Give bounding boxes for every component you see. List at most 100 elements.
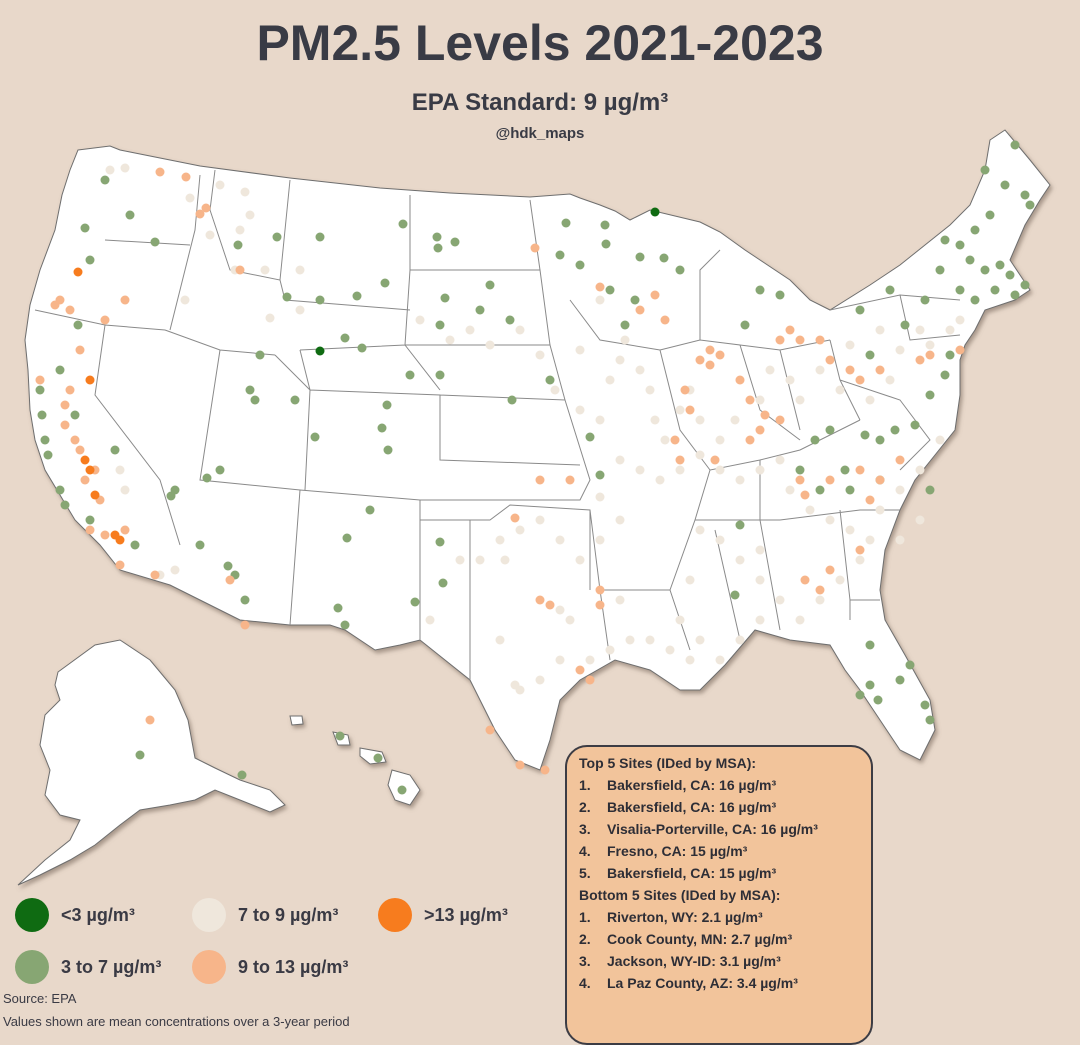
site-dot bbox=[80, 223, 90, 233]
site-dot bbox=[905, 660, 915, 670]
site-dot bbox=[645, 635, 655, 645]
site-dot bbox=[120, 295, 130, 305]
legend-label: 7 to 9 µg/m³ bbox=[238, 904, 339, 925]
site-dot bbox=[795, 395, 805, 405]
site-dot bbox=[105, 165, 115, 175]
bottom-site-row: 4. La Paz County, AZ: 3.4 µg/m³ bbox=[579, 975, 859, 991]
site-dot bbox=[745, 435, 755, 445]
site-dot bbox=[555, 250, 565, 260]
site-dot bbox=[970, 225, 980, 235]
top-site-row: 1. Bakersfield, CA: 16 µg/m³ bbox=[579, 777, 859, 793]
site-dot bbox=[775, 335, 785, 345]
site-dot bbox=[240, 595, 250, 605]
site-dot bbox=[575, 555, 585, 565]
site-dot bbox=[915, 355, 925, 365]
site-dot bbox=[840, 465, 850, 475]
rank-number: 2. bbox=[579, 799, 591, 815]
site-dot bbox=[595, 282, 605, 292]
legend-item-lt3: <3 µg/m³ bbox=[15, 898, 135, 932]
site-dot bbox=[433, 243, 443, 253]
site-dot bbox=[835, 575, 845, 585]
site-dot bbox=[565, 615, 575, 625]
site-dot bbox=[715, 655, 725, 665]
site-dot bbox=[1000, 180, 1010, 190]
site-dot bbox=[635, 365, 645, 375]
site-dot bbox=[85, 375, 95, 385]
site-dot bbox=[855, 305, 865, 315]
site-dot bbox=[515, 525, 525, 535]
site-dot bbox=[890, 425, 900, 435]
site-dot bbox=[265, 313, 275, 323]
site-dot bbox=[755, 395, 765, 405]
site-dot bbox=[785, 375, 795, 385]
site-dot bbox=[660, 315, 670, 325]
site-dot bbox=[601, 239, 611, 249]
site-dot bbox=[695, 525, 705, 535]
site-dot bbox=[357, 343, 367, 353]
site-dot bbox=[75, 345, 85, 355]
site-dot bbox=[435, 320, 445, 330]
site-dot bbox=[205, 230, 215, 240]
site-dot bbox=[660, 435, 670, 445]
site-dot bbox=[620, 335, 630, 345]
site-dot bbox=[485, 725, 495, 735]
site-dot bbox=[410, 597, 420, 607]
site-dot bbox=[885, 375, 895, 385]
site-dot bbox=[695, 355, 705, 365]
site-dot bbox=[855, 375, 865, 385]
rank-text: Bakersfield, CA: 16 µg/m³ bbox=[607, 799, 777, 815]
site-dot bbox=[895, 485, 905, 495]
legend-swatch bbox=[15, 950, 49, 984]
site-dot bbox=[235, 225, 245, 235]
site-dot bbox=[815, 365, 825, 375]
site-dot bbox=[825, 475, 835, 485]
hawaii-kauai bbox=[289, 715, 304, 726]
site-dot bbox=[873, 695, 883, 705]
site-dot bbox=[705, 345, 715, 355]
site-dot bbox=[130, 540, 140, 550]
site-dot bbox=[125, 210, 135, 220]
site-dot bbox=[315, 295, 325, 305]
site-dot bbox=[955, 285, 965, 295]
site-dot bbox=[595, 470, 605, 480]
site-dot bbox=[595, 295, 605, 305]
site-dot bbox=[383, 445, 393, 455]
site-dot bbox=[181, 172, 191, 182]
site-dot bbox=[715, 350, 725, 360]
site-dot bbox=[675, 465, 685, 475]
site-dot bbox=[1005, 270, 1015, 280]
site-dot bbox=[465, 325, 475, 335]
site-dot bbox=[60, 500, 70, 510]
site-dot bbox=[715, 435, 725, 445]
site-dot bbox=[645, 385, 655, 395]
site-dot bbox=[945, 325, 955, 335]
rank-number: 1. bbox=[579, 909, 591, 925]
site-dot bbox=[180, 295, 190, 305]
site-dot bbox=[150, 237, 160, 247]
site-dot bbox=[845, 485, 855, 495]
site-dot bbox=[865, 350, 875, 360]
site-dot bbox=[755, 285, 765, 295]
site-dot bbox=[535, 350, 545, 360]
site-dot bbox=[540, 765, 550, 775]
bottom-site-row: 3. Jackson, WY-ID: 3.1 µg/m³ bbox=[579, 953, 859, 969]
rank-text: Jackson, WY-ID: 3.1 µg/m³ bbox=[607, 953, 781, 969]
site-dot bbox=[680, 385, 690, 395]
site-dot bbox=[215, 180, 225, 190]
site-dot bbox=[755, 575, 765, 585]
epa-standard-subtitle: EPA Standard: 9 µg/m³ bbox=[411, 89, 669, 116]
site-dot bbox=[415, 315, 425, 325]
site-dot bbox=[765, 365, 775, 375]
site-dot bbox=[855, 545, 865, 555]
site-dot bbox=[115, 560, 125, 570]
site-dot bbox=[755, 465, 765, 475]
site-dot bbox=[650, 415, 660, 425]
site-dot bbox=[615, 355, 625, 365]
site-dot bbox=[900, 320, 910, 330]
site-dot bbox=[535, 675, 545, 685]
top-sites-heading: Top 5 Sites (IDed by MSA): bbox=[579, 755, 757, 771]
site-dot bbox=[935, 435, 945, 445]
site-dot bbox=[665, 645, 675, 655]
site-dot bbox=[50, 300, 60, 310]
rank-text: Bakersfield, CA: 15 µg/m³ bbox=[607, 865, 777, 881]
